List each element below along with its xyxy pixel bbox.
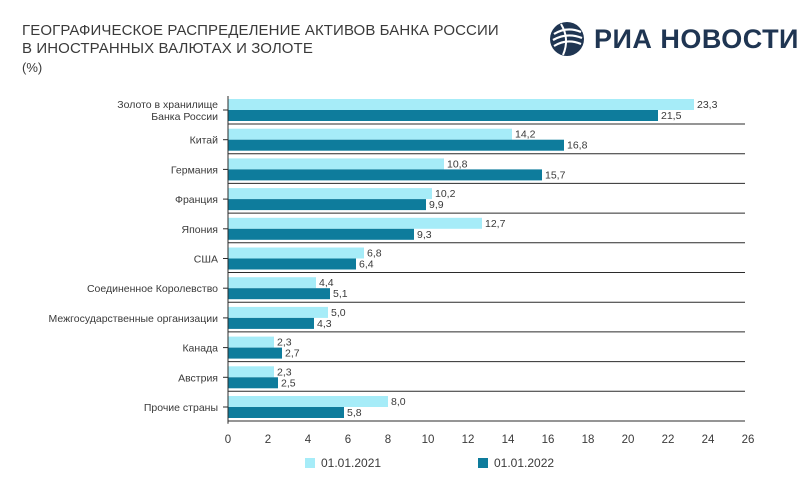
- logo-text: РИА НОВОСТИ: [594, 23, 799, 54]
- bar-2021: [228, 306, 328, 318]
- data-label-2022: 16,8: [567, 140, 588, 152]
- bar-2021: [228, 158, 444, 170]
- data-label-2021: 14,2: [515, 129, 536, 141]
- bar-2022: [228, 288, 330, 300]
- data-label-2022: 4,3: [317, 318, 332, 330]
- legend-swatch-2022: [478, 458, 488, 468]
- category-label: США: [194, 254, 218, 266]
- bar-2021: [228, 277, 316, 289]
- category-label: Франция: [175, 194, 218, 206]
- bar-2022: [228, 258, 356, 270]
- ria-logo: РИА НОВОСТИ: [548, 20, 799, 58]
- data-label-2022: 6,4: [359, 259, 374, 271]
- data-label-2022: 2,5: [281, 377, 296, 389]
- legend-label-2022: 01.01.2022: [494, 456, 555, 470]
- chart-title: ГЕОГРАФИЧЕСКОЕ РАСПРЕДЕЛЕНИЕ АКТИВОВ БАН…: [22, 22, 499, 58]
- category-label: Соединенное Королевство: [87, 283, 218, 295]
- data-label-2021: 5,0: [331, 307, 346, 319]
- bar-2021: [228, 217, 482, 229]
- category-label: Япония: [182, 224, 218, 236]
- data-label-2021: 23,3: [697, 99, 718, 111]
- data-label-2021: 2,3: [277, 366, 292, 378]
- x-tick-label: 0: [225, 434, 231, 446]
- category-label: Межгосударственные организации: [49, 313, 219, 325]
- x-tick-label: 24: [702, 434, 715, 446]
- x-tick-label: 4: [305, 434, 312, 446]
- data-label-2021: 12,7: [485, 218, 506, 230]
- x-tick-label: 8: [385, 434, 391, 446]
- x-tick-label: 16: [542, 434, 555, 446]
- ria-globe-icon: [550, 22, 584, 56]
- chart-title-line-2: В ИНОСТРАННЫХ ВАЛЮТАХ И ЗОЛОТЕ: [22, 40, 313, 57]
- bar-2021: [228, 366, 274, 378]
- data-label-2022: 2,7: [285, 348, 300, 360]
- bar-2022: [228, 317, 314, 329]
- chart-unit: (%): [22, 60, 43, 75]
- bar-2021: [228, 247, 364, 259]
- bar-2022: [228, 347, 282, 359]
- legend-swatch-2021: [305, 458, 315, 468]
- bar-2021: [228, 128, 512, 140]
- data-label-2021: 8,0: [391, 396, 406, 408]
- data-label-2022: 9,9: [429, 199, 444, 211]
- data-label-2022: 5,1: [333, 288, 348, 300]
- chart-title-line-1: ГЕОГРАФИЧЕСКОЕ РАСПРЕДЕЛЕНИЕ АКТИВОВ БАН…: [22, 22, 499, 39]
- data-label-2021: 10,2: [435, 188, 456, 200]
- x-tick-label: 2: [265, 434, 271, 446]
- x-tick-label: 18: [582, 434, 595, 446]
- category-label: Канада: [182, 343, 218, 355]
- bar-2021: [228, 188, 432, 200]
- bar-2021: [228, 396, 388, 407]
- data-label-2021: 4,4: [319, 277, 334, 289]
- x-tick-label: 6: [345, 434, 351, 446]
- legend-label-2021: 01.01.2021: [321, 456, 382, 470]
- x-tick-label: 12: [462, 434, 475, 446]
- category-label: Китай: [190, 135, 219, 147]
- category-label: Германия: [171, 164, 218, 176]
- x-tick-label: 10: [422, 434, 435, 446]
- category-label: Австрия: [178, 372, 218, 384]
- x-tick-label: 22: [662, 434, 675, 446]
- category-label: Золото в хранилище: [117, 99, 218, 111]
- legend-item-2021: 01.01.2021: [305, 456, 381, 470]
- data-label-2022: 9,3: [417, 229, 432, 241]
- legend-item-2022: 01.01.2022: [478, 456, 554, 470]
- data-label-2022: 15,7: [545, 169, 566, 181]
- bar-2022: [228, 377, 278, 389]
- bar-2022: [228, 139, 564, 151]
- bar-2022: [228, 169, 542, 181]
- data-label-2022: 5,8: [347, 407, 362, 419]
- category-label: Прочие страны: [144, 402, 218, 414]
- data-label-2021: 10,8: [447, 158, 468, 170]
- data-label-2022: 21,5: [661, 110, 682, 122]
- category-label: Банка России: [151, 111, 218, 123]
- x-tick-label: 20: [622, 434, 635, 446]
- data-label-2021: 6,8: [367, 248, 382, 260]
- bar-2022: [228, 407, 344, 418]
- bar-2022: [228, 110, 658, 121]
- bar-2021: [228, 99, 694, 110]
- data-label-2021: 2,3: [277, 337, 292, 349]
- bar-2022: [228, 228, 414, 240]
- bar-2021: [228, 336, 274, 348]
- x-tick-label: 14: [502, 434, 515, 446]
- bar-2022: [228, 199, 426, 211]
- x-tick-label: 26: [742, 434, 755, 446]
